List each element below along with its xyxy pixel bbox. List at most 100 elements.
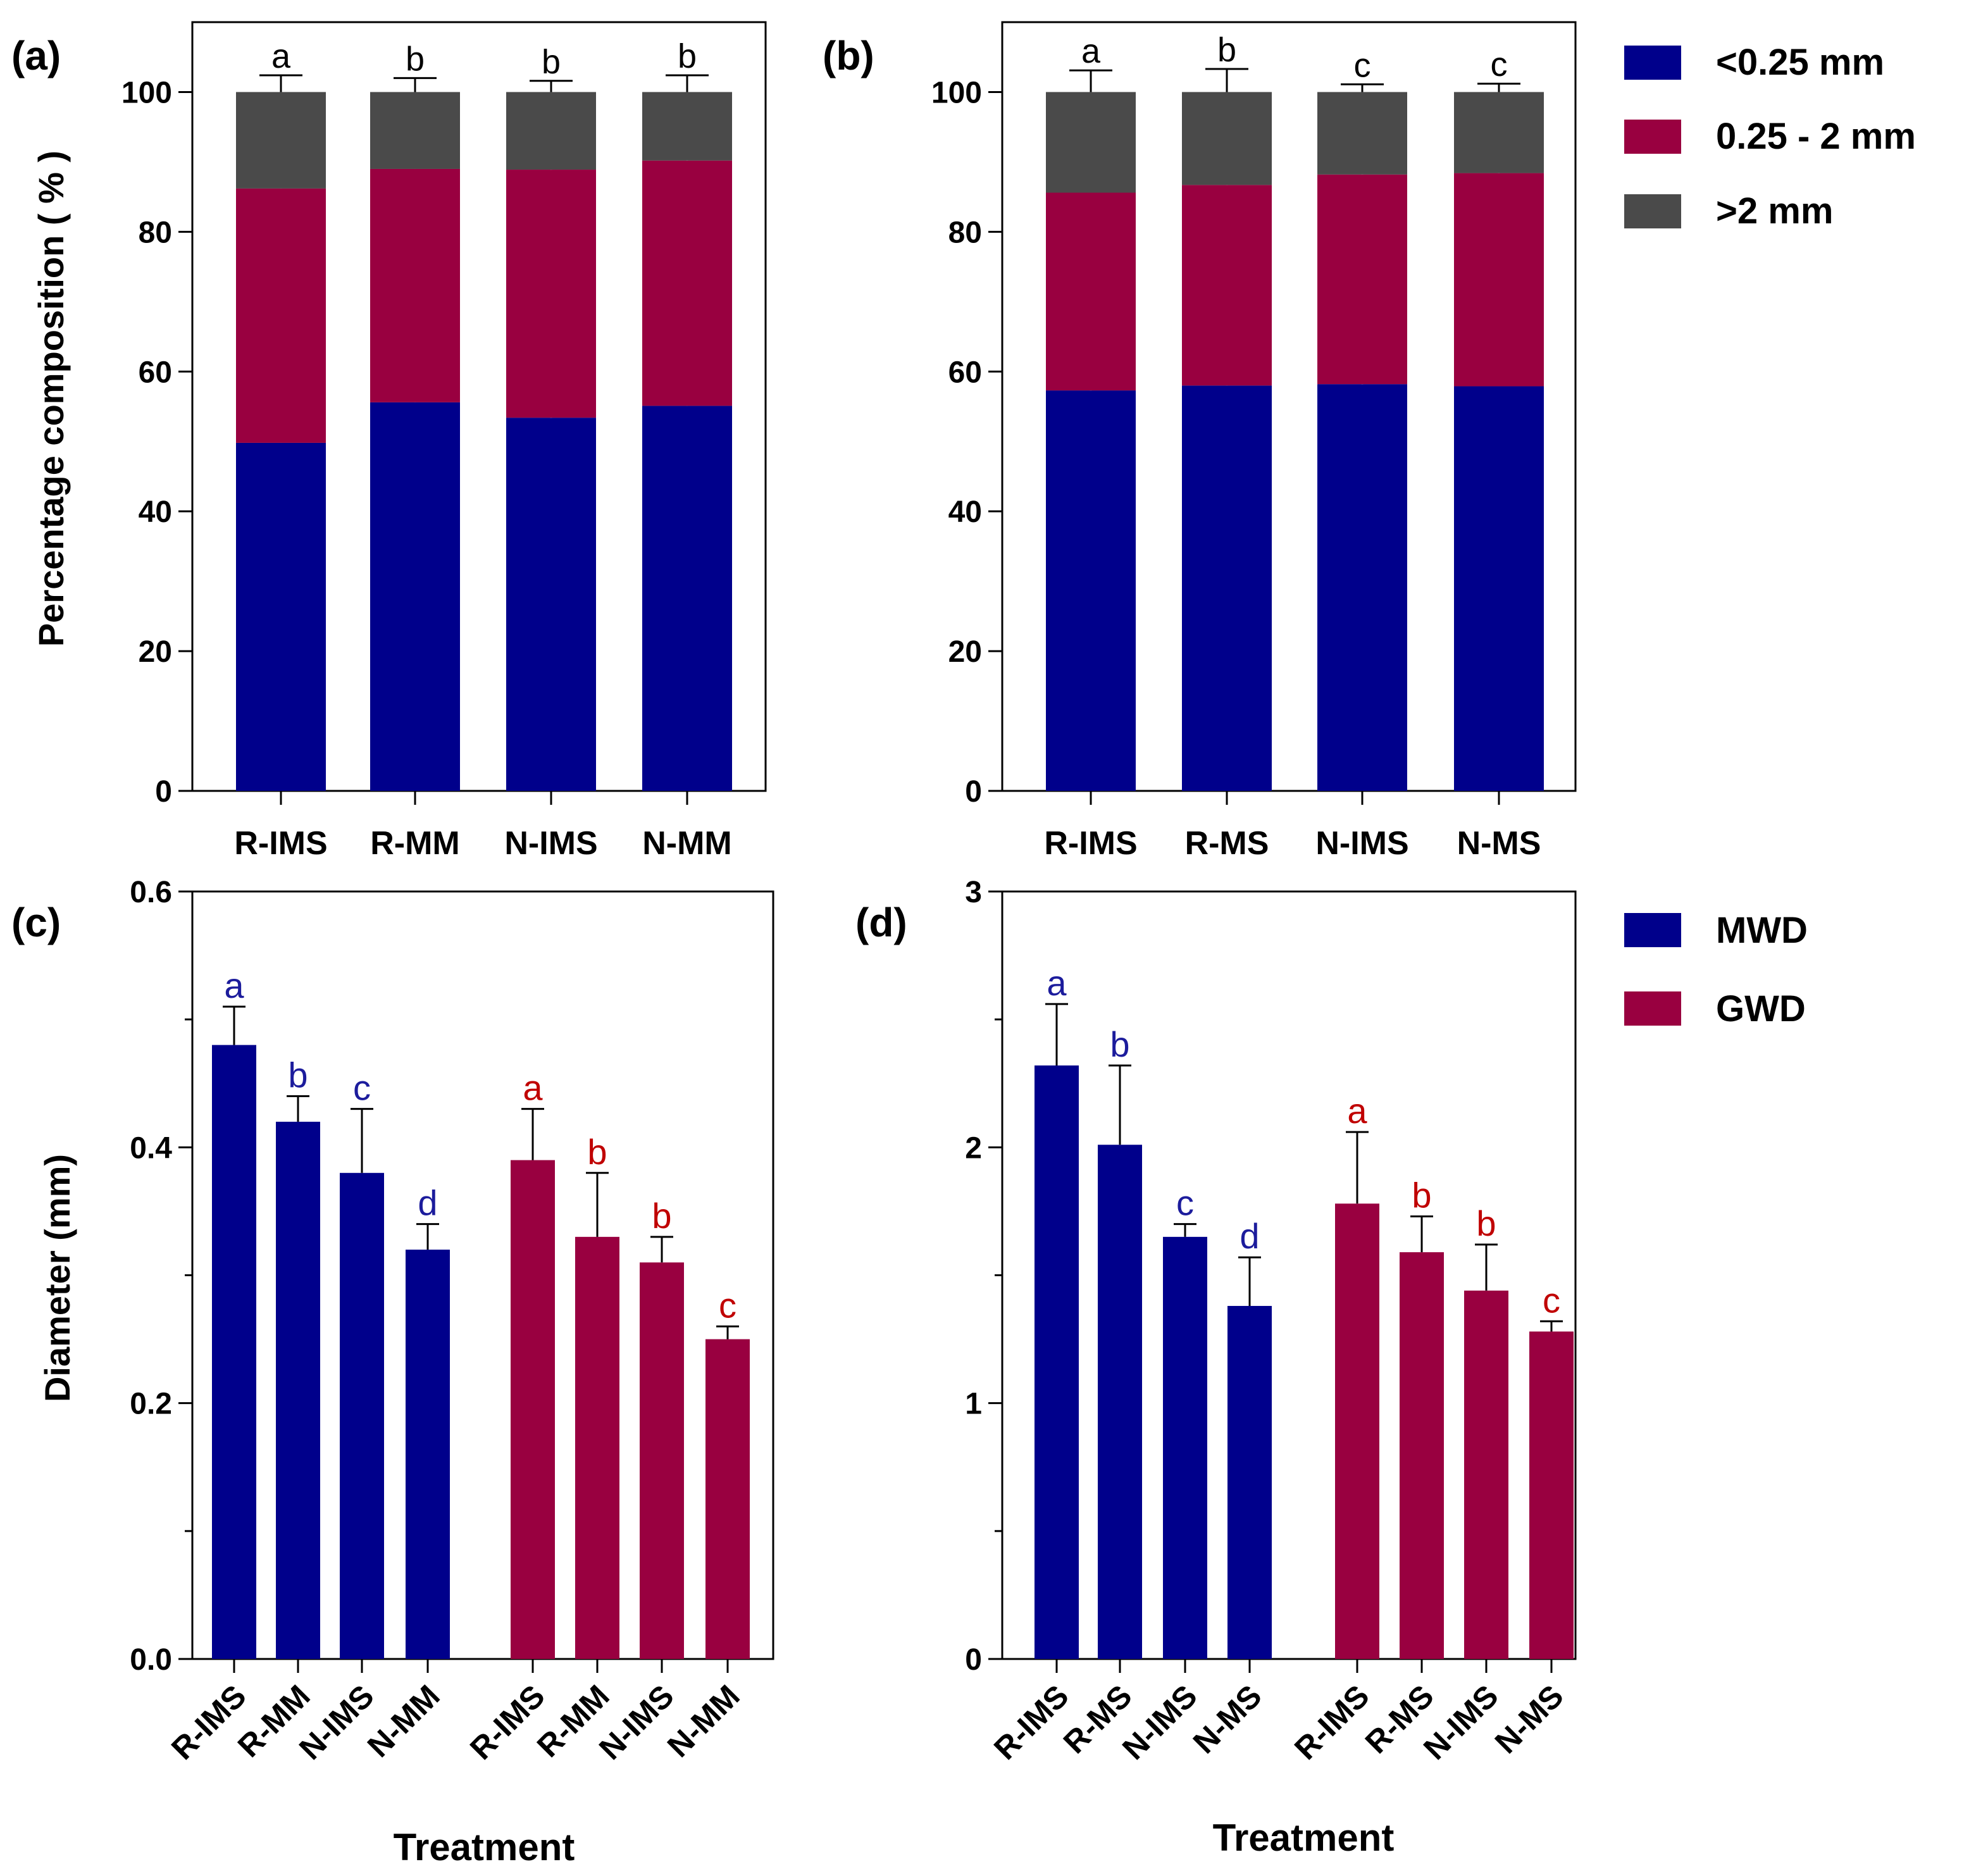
- y-tick-label-d: 1: [965, 1388, 982, 1421]
- y-tick-label-a: 40: [139, 495, 172, 529]
- y-axis-title-c: Diameter (mm): [37, 1154, 77, 1402]
- y-tick-label-a: 0: [155, 775, 172, 809]
- bar: [340, 1172, 384, 1659]
- significance-letter: c: [1543, 1280, 1560, 1320]
- significance-letter: a: [271, 37, 291, 75]
- y-tick-label-b: 0: [965, 775, 982, 809]
- panel-label-c: (c): [11, 900, 61, 945]
- significance-letter: d: [1240, 1216, 1259, 1256]
- significance-letter: b: [652, 1196, 671, 1236]
- x-axis-title-d: Treatment: [1213, 1817, 1395, 1859]
- bar-segment: [1317, 384, 1407, 791]
- panel-label-b: (b): [823, 33, 874, 78]
- y-tick-label-b: 80: [948, 216, 982, 249]
- y-tick-label-a: 20: [139, 635, 172, 669]
- y-tick-label-a: 60: [139, 356, 172, 389]
- legend-swatch-large: [1624, 194, 1681, 228]
- x-tick-label-a: N-MM: [642, 825, 732, 862]
- bar-segment: [1046, 390, 1136, 791]
- legend-swatch-mwd: [1624, 913, 1681, 947]
- significance-letter: c: [1176, 1183, 1194, 1223]
- legend-label-mwd: MWD: [1716, 910, 1808, 951]
- bar-segment: [1317, 92, 1407, 175]
- plot-frame-b: [1001, 21, 1577, 792]
- y-tick-label-c: 0.0: [130, 1643, 172, 1677]
- bar: [1400, 1252, 1444, 1659]
- bar-segment: [642, 92, 732, 161]
- bar-segment: [506, 92, 596, 170]
- panel-label-a: (a): [11, 33, 61, 78]
- bar-segment: [1182, 92, 1272, 185]
- charts-layer: 020406080100R-IMSR-MMN-IMSN-MMbaaacbbbba…: [121, 21, 1577, 1767]
- bar-segment: [236, 92, 326, 189]
- bar: [212, 1045, 256, 1659]
- significance-letter: b: [406, 40, 425, 78]
- bar-segment: [1454, 386, 1544, 791]
- x-tick-label-b: N-MS: [1457, 825, 1541, 862]
- bar: [406, 1250, 450, 1659]
- panel-label-d: (d): [855, 900, 907, 945]
- y-tick-label-b: 60: [948, 356, 982, 389]
- bar-segment: [370, 92, 460, 169]
- y-tick-label-c: 0.4: [130, 1131, 172, 1165]
- bar-segment: [370, 402, 460, 791]
- bar: [1464, 1290, 1508, 1659]
- y-tick-label-a: 100: [121, 76, 172, 109]
- legend-swatch-gwd: [1624, 991, 1681, 1026]
- y-tick-label-b: 20: [948, 635, 982, 669]
- legend-label-small: <0.25 mm: [1716, 42, 1884, 83]
- x-axis-title-c: Treatment: [394, 1826, 575, 1868]
- significance-letter: c: [1491, 46, 1508, 84]
- significance-letter: b: [1412, 1176, 1431, 1215]
- y-tick-label-c: 0.2: [130, 1388, 172, 1421]
- bar: [705, 1339, 750, 1659]
- x-tick-label-a: N-IMS: [504, 825, 597, 862]
- bar-segment: [1317, 174, 1407, 385]
- significance-letter: a: [1081, 32, 1101, 70]
- bar: [640, 1262, 684, 1659]
- significance-letter: b: [1476, 1203, 1496, 1243]
- bar-segment: [1046, 92, 1136, 193]
- bar: [1163, 1236, 1207, 1659]
- y-tick-label-b: 100: [931, 76, 982, 109]
- legend-bottom: MWD GWD: [1624, 910, 1808, 1029]
- significance-letter: a: [1047, 963, 1067, 1003]
- significance-letter: b: [587, 1132, 607, 1172]
- x-tick-label-a: R-IMS: [234, 825, 327, 862]
- x-tick-label-b: R-MS: [1185, 825, 1269, 862]
- significance-letter: d: [418, 1183, 437, 1223]
- significance-letter: b: [288, 1055, 308, 1095]
- y-tick-label-d: 2: [965, 1131, 982, 1165]
- bar: [1098, 1145, 1142, 1659]
- bar-segment: [1454, 173, 1544, 387]
- bar: [575, 1236, 619, 1659]
- significance-letter: b: [1110, 1024, 1129, 1064]
- legend-swatch-small: [1624, 46, 1681, 80]
- bar-segment: [642, 406, 732, 791]
- significance-letter: c: [353, 1068, 371, 1108]
- bar-segment: [370, 168, 460, 402]
- bar: [1529, 1331, 1574, 1659]
- y-tick-label-b: 40: [948, 495, 982, 529]
- y-tick-label-d: 3: [965, 876, 982, 909]
- significance-letter: b: [1217, 31, 1236, 69]
- bar: [276, 1121, 320, 1659]
- bar-segment: [506, 418, 596, 791]
- significance-letter: b: [678, 37, 697, 75]
- x-tick-label-b: R-IMS: [1044, 825, 1137, 862]
- bar-segment: [1046, 192, 1136, 391]
- bar-segment: [1454, 92, 1544, 173]
- legend-swatch-medium: [1624, 120, 1681, 154]
- plot-frame-a: [191, 21, 767, 792]
- bar-segment: [506, 170, 596, 418]
- x-tick-label-b: N-IMS: [1315, 825, 1408, 862]
- y-tick-label-a: 80: [139, 216, 172, 249]
- y-tick-label-d: 0: [965, 1643, 982, 1677]
- bar: [1335, 1203, 1379, 1659]
- bar: [1227, 1306, 1272, 1659]
- legend-label-gwd: GWD: [1716, 988, 1806, 1029]
- bar: [511, 1160, 555, 1659]
- significance-letter: a: [1347, 1091, 1367, 1131]
- significance-letter: c: [1354, 46, 1371, 84]
